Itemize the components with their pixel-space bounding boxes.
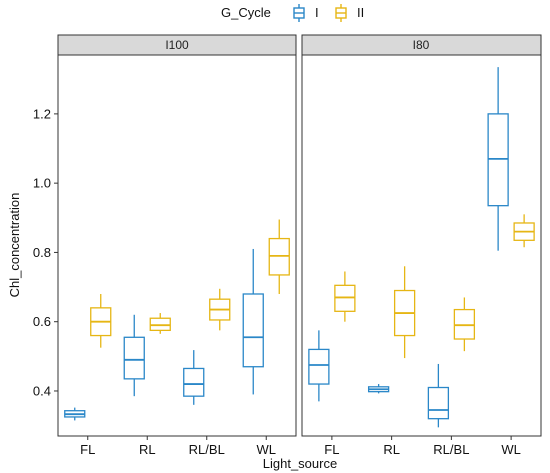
x-tick-label-wl: WL [501,442,521,457]
box-i80-fl-i-iqr [308,348,330,385]
box-i100-wl-i [242,248,264,395]
box-i100-wl-ii [268,219,290,294]
x-tick-label-rl-bl: RL/BL [189,442,225,457]
panel-i100-x-ticks: FL RL RL/BL WL [80,436,276,457]
box-i100-rl-i-iqr [123,336,145,380]
y-axis: 0.4 0.6 0.8 1.0 1.2 [33,106,58,398]
box-i80-wl-i [487,67,509,251]
box-i80-rl-i [367,384,390,394]
y-tick-label-4: 1.2 [33,106,51,121]
box-i80-rl-bl-ii [453,297,476,352]
box-i80-fl-i [308,330,330,402]
x-tick-label-rl: RL [383,442,400,457]
y-tick-label-0: 0.4 [33,383,51,398]
box-i80-fl-ii [334,271,356,322]
panel-i80-title: I80 [413,38,430,52]
panel-i100-boxes [64,219,290,421]
panel-i100-plot-area [57,54,297,437]
legend-key-I [293,4,305,22]
box-i80-rl-bl-i [427,363,450,428]
panel-i100-title: I100 [165,38,189,52]
legend-title: G_Cycle [221,5,271,20]
panel-i80-boxes [308,67,535,428]
y-tick-label-3: 1.0 [33,176,51,191]
x-tick-label-rl: RL [139,442,156,457]
y-tick-label-1: 0.6 [33,314,51,329]
box-i100-fl-i [64,407,86,421]
legend: G_Cycle I II [221,4,364,22]
panel-i80-x-ticks: FL RL RL/BL WL [324,436,521,457]
box-i100-rl-ii [149,313,171,334]
x-tick-label-fl: FL [80,442,95,457]
box-i100-fl-ii [90,293,112,348]
y-tick-label-2: 0.8 [33,245,51,260]
box-i100-rl-i [123,314,145,397]
x-tick-label-fl: FL [324,442,339,457]
legend-label-I: I [315,5,319,20]
x-axis-title: Light_source [263,456,337,471]
x-tick-label-rl-bl: RL/BL [433,442,469,457]
x-tick-label-wl: WL [257,442,277,457]
panel-i80-plot-area [301,54,542,437]
panel-i100: I100 FL RL RL/BL WL [57,34,297,457]
box-i80-wl-ii [513,214,535,248]
box-i80-rl-bl-i-iqr [427,386,450,420]
box-i80-rl-ii [393,266,416,359]
box-i100-rl-bl-i [183,350,205,405]
panel-i80: I80 FL RL RL/BL WL [301,34,542,457]
legend-label-II: II [357,5,364,20]
box-i100-wl-i-iqr [242,293,264,368]
y-axis-title: Chl_concentration [7,193,22,298]
box-i100-rl-bl-i-iqr [183,367,205,397]
legend-key-II [335,4,347,22]
box-i100-rl-bl-ii [209,288,231,331]
